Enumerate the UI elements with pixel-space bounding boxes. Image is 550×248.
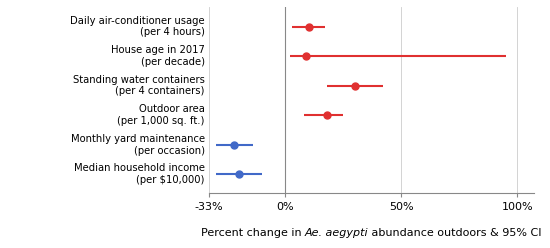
Text: Percent change in: Percent change in [201, 228, 305, 238]
Text: Ae. aegypti: Ae. aegypti [305, 228, 369, 238]
Text: abundance outdoors & 95% CI: abundance outdoors & 95% CI [368, 228, 542, 238]
